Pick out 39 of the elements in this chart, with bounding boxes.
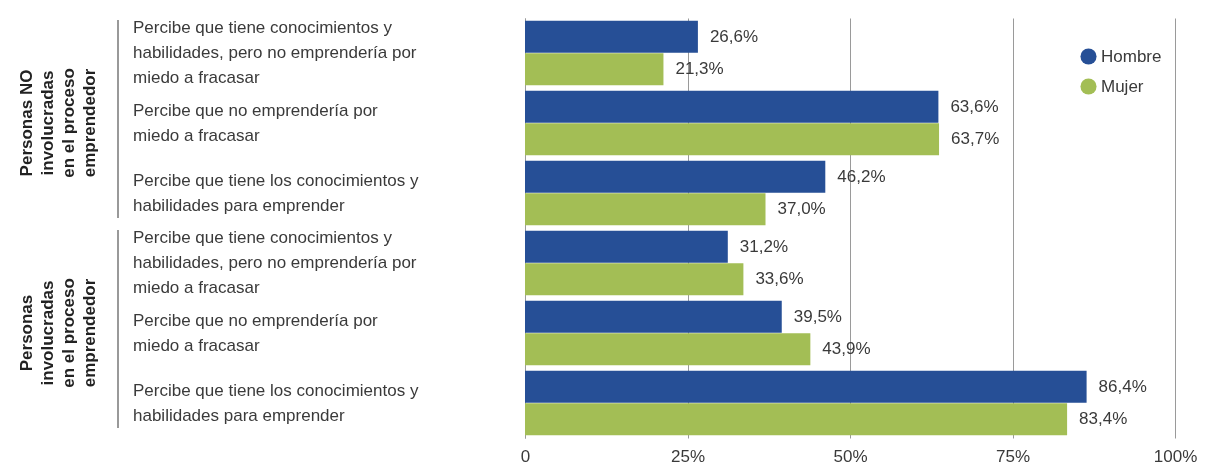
bar (525, 193, 766, 226)
data-label: 33,6% (755, 269, 804, 289)
text: Personas involucradas en el proceso emprendedor (16, 278, 99, 388)
x-tick-label: 0 (520, 446, 531, 466)
bar (525, 300, 782, 333)
y-tick-label: Percibe que no emprendería por miedo a fracasar (133, 100, 379, 145)
x-tick-label: 25% (670, 446, 706, 466)
data-label: 31,2% (739, 236, 788, 256)
bar (525, 90, 939, 123)
y-tick-label: Percibe que tiene conocimientos y habilidades, pero no emprendería por miedo a fracasar (133, 228, 417, 297)
bar (525, 370, 1087, 403)
bar (525, 53, 664, 86)
x-tick-label: 75% (995, 446, 1031, 466)
bar (525, 20, 698, 53)
y-tick-label: Percibe que tiene los conocimientos y habilidades para emprender (133, 380, 419, 425)
data-label: 86,4% (1098, 376, 1147, 396)
x-tick-label: 100% (1153, 446, 1198, 466)
data-label: 26,6% (709, 26, 759, 46)
data-label: 46,2% (837, 166, 886, 186)
bar (525, 160, 826, 193)
bar (525, 263, 744, 296)
text: Personas NO involucradas en el proceso emprendedor (16, 68, 99, 178)
data-label: 43,9% (822, 339, 871, 359)
legend-label: Mujer (1101, 76, 1144, 96)
data-label: 37,0% (777, 199, 826, 219)
y-tick-label: Percibe que no emprendería por miedo a fracasar (133, 310, 379, 355)
data-label: 63,6% (950, 96, 999, 116)
bar (525, 123, 940, 156)
y-tick-label: Percibe que tiene conocimientos y habilidades, pero no emprendería por miedo a fracasar (133, 18, 417, 87)
data-label: 83,4% (1079, 409, 1128, 429)
bar (525, 403, 1068, 436)
bar (525, 230, 728, 263)
y-tick-label: Percibe que tiene los conocimientos y habilidades para emprender (133, 170, 419, 215)
data-label: 39,5% (793, 306, 842, 326)
data-label: 21,3% (675, 59, 724, 79)
x-tick-label: 50% (833, 446, 868, 466)
bar (525, 333, 811, 366)
legend-label: Hombre (1101, 46, 1162, 66)
data-label: 63,7% (951, 129, 1000, 149)
